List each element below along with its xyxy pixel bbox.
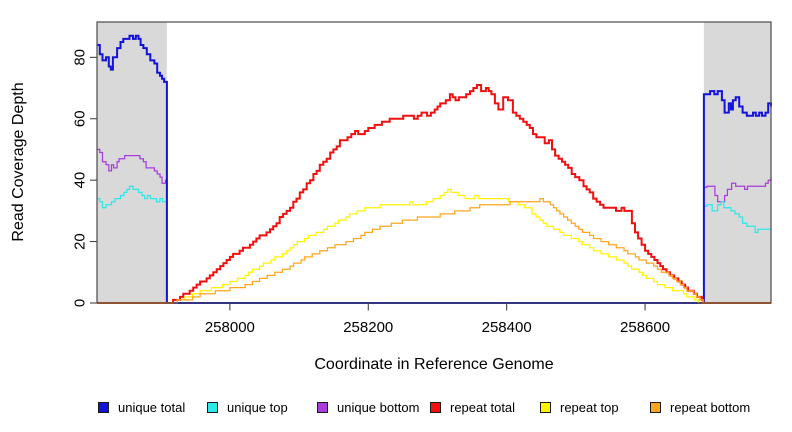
y-tick-label: 40 [72,172,89,189]
legend-label: unique bottom [337,399,420,415]
legend-item-repeat-total: repeat total [430,399,516,415]
series-line-repeat-top [97,188,771,304]
legend-swatch-unique-total [98,401,109,413]
legend-swatch-repeat-top [540,401,551,413]
x-axis-ticks: 258000 258200 258400 258600 [205,303,670,336]
y-tick-label: 20 [72,233,89,250]
legend-label: unique total [118,399,186,415]
legend-item-unique-top: unique top [207,399,288,415]
y-tick-label: 80 [72,49,89,66]
y-tick-label: 0 [72,299,89,307]
legend-item-repeat-top: repeat top [540,399,619,415]
y-axis-title: Read Coverage Depth [10,82,27,242]
legend-item-unique-bottom: unique bottom [317,399,420,415]
x-axis-title: Coordinate in Reference Genome [314,356,554,373]
series-lines [97,34,772,304]
legend-label: repeat top [560,399,619,415]
x-tick-label: 258200 [343,319,393,336]
legend-swatch-repeat-total [430,401,441,413]
series-line-repeat-bottom [97,197,771,304]
series-line-unique-total [97,34,772,304]
series-line-unique-bottom [97,148,772,304]
right-masked-region [703,22,771,303]
legend-item-repeat-bottom: repeat bottom [650,399,751,415]
legend-swatch-unique-bottom [317,401,328,413]
y-tick-label: 60 [72,110,89,127]
x-tick-label: 258600 [620,319,670,336]
left-masked-region [97,22,167,303]
legend-label: repeat total [450,399,516,415]
x-tick-label: 258000 [205,319,255,336]
legend-swatch-repeat-bottom [650,401,661,413]
masked-regions [97,22,771,303]
x-tick-label: 258400 [482,319,532,336]
legend-label: unique top [227,399,288,415]
legend-item-unique-total: unique total [98,399,186,415]
y-axis-ticks: 0 20 40 60 80 [72,49,97,307]
legend-label: repeat bottom [670,399,751,415]
series-line-repeat-total [97,84,771,304]
plot-frame [96,21,772,304]
legend-swatch-unique-top [207,401,218,413]
